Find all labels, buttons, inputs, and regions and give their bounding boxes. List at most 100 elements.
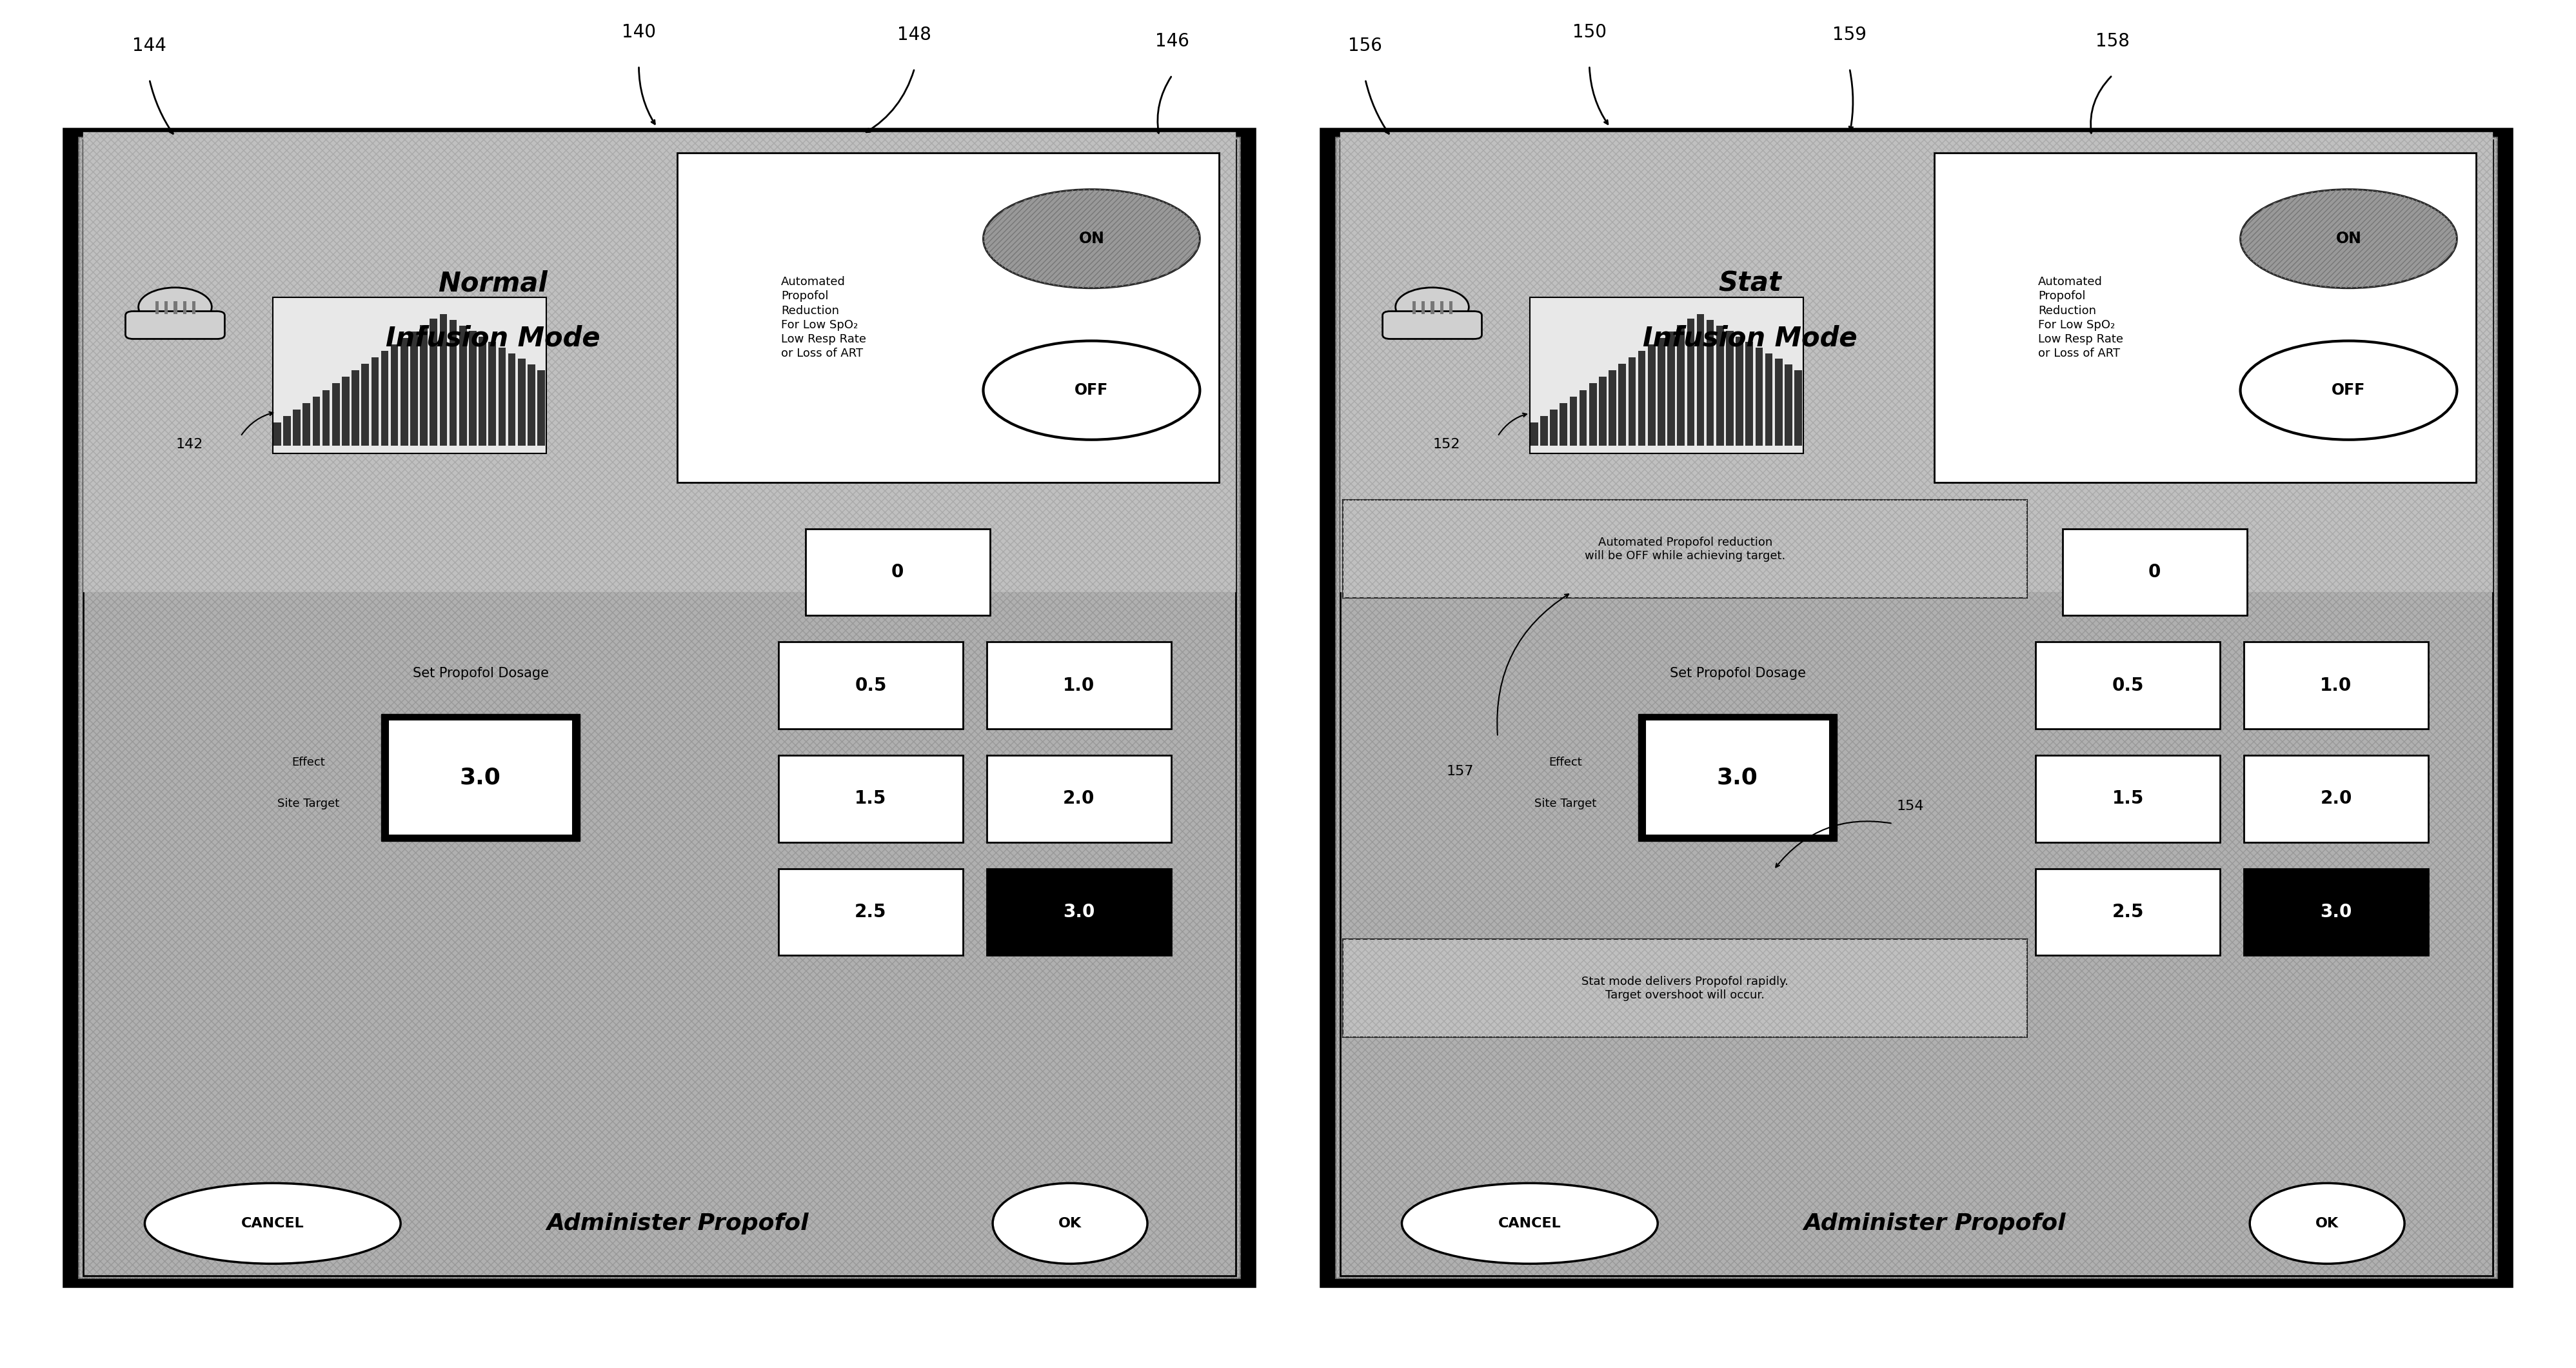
Text: 3.0: 3.0 [1064,903,1095,921]
FancyBboxPatch shape [778,869,963,955]
FancyBboxPatch shape [1775,358,1783,446]
Ellipse shape [992,1183,1146,1264]
Text: 1.0: 1.0 [2321,676,2352,695]
FancyBboxPatch shape [1337,138,2496,1278]
FancyBboxPatch shape [1726,331,1734,446]
Text: OFF: OFF [1074,383,1108,398]
FancyBboxPatch shape [2244,869,2429,955]
Text: 2.0: 2.0 [2321,789,2352,807]
FancyBboxPatch shape [440,315,448,446]
Ellipse shape [144,1183,402,1264]
Text: Administer Propofol: Administer Propofol [1803,1212,2066,1234]
Text: OK: OK [2316,1218,2339,1230]
Text: OK: OK [1059,1218,1082,1230]
Ellipse shape [2241,341,2458,439]
FancyBboxPatch shape [410,331,417,446]
FancyBboxPatch shape [2244,755,2429,843]
FancyBboxPatch shape [2035,642,2221,729]
FancyBboxPatch shape [343,378,350,446]
FancyBboxPatch shape [538,369,546,446]
FancyBboxPatch shape [273,298,546,454]
FancyBboxPatch shape [479,337,487,446]
Ellipse shape [2249,1183,2403,1264]
Text: Effect: Effect [291,757,325,767]
Text: 1.5: 1.5 [2112,789,2143,807]
FancyBboxPatch shape [469,331,477,446]
Text: Automated
Propofol
Reduction
For Low SpO₂
Low Resp Rate
or Loss of ART: Automated Propofol Reduction For Low SpO… [781,276,866,360]
Text: 152: 152 [1432,438,1461,451]
FancyBboxPatch shape [165,301,167,315]
FancyBboxPatch shape [2035,755,2221,843]
FancyBboxPatch shape [1795,369,1803,446]
FancyBboxPatch shape [1342,938,2027,1037]
FancyBboxPatch shape [1610,371,1615,446]
Text: Site Target: Site Target [278,798,340,810]
Text: 157: 157 [1448,765,1473,778]
FancyBboxPatch shape [1628,357,1636,446]
Text: 0: 0 [891,564,904,581]
FancyBboxPatch shape [371,357,379,446]
Circle shape [139,287,211,327]
Text: 1.0: 1.0 [1064,676,1095,695]
Text: Set Propofol Dosage: Set Propofol Dosage [412,666,549,680]
FancyBboxPatch shape [1530,298,1803,454]
Text: 154: 154 [1896,800,1924,813]
FancyBboxPatch shape [459,326,466,446]
FancyBboxPatch shape [381,714,580,841]
FancyBboxPatch shape [1736,337,1744,446]
FancyBboxPatch shape [1618,364,1625,446]
FancyBboxPatch shape [399,338,407,446]
FancyBboxPatch shape [430,319,438,446]
FancyBboxPatch shape [1569,397,1577,446]
Text: 0: 0 [2148,564,2161,581]
FancyBboxPatch shape [283,416,291,446]
FancyBboxPatch shape [2035,869,2221,955]
FancyBboxPatch shape [1383,312,1481,339]
Text: CANCEL: CANCEL [1499,1218,1561,1230]
FancyBboxPatch shape [312,397,319,446]
Text: Stat: Stat [1718,269,1783,297]
FancyBboxPatch shape [448,320,456,446]
FancyBboxPatch shape [1440,301,1443,315]
Text: 3.0: 3.0 [459,766,500,788]
FancyBboxPatch shape [155,301,160,315]
Text: 2.5: 2.5 [2112,903,2143,921]
FancyBboxPatch shape [1656,338,1664,446]
FancyBboxPatch shape [1677,324,1685,446]
FancyBboxPatch shape [1551,409,1558,446]
FancyBboxPatch shape [1530,423,1538,446]
FancyBboxPatch shape [1412,301,1417,315]
Text: OFF: OFF [2331,383,2365,398]
Text: 3.0: 3.0 [2321,903,2352,921]
Text: 150: 150 [1571,23,1607,41]
FancyBboxPatch shape [332,383,340,446]
FancyBboxPatch shape [1687,319,1695,446]
Text: Effect: Effect [1548,757,1582,767]
Text: Infusion Mode: Infusion Mode [386,324,600,352]
FancyBboxPatch shape [353,371,358,446]
FancyBboxPatch shape [677,153,1218,483]
Ellipse shape [2241,189,2458,289]
FancyBboxPatch shape [1450,301,1453,315]
Text: Automated
Propofol
Reduction
For Low SpO₂
Low Resp Rate
or Loss of ART: Automated Propofol Reduction For Low SpO… [2038,276,2123,360]
Ellipse shape [1401,1183,1659,1264]
FancyBboxPatch shape [64,130,1255,1286]
FancyBboxPatch shape [1540,416,1548,446]
FancyBboxPatch shape [987,642,1172,729]
Text: 0.5: 0.5 [2112,676,2143,695]
FancyBboxPatch shape [1785,364,1793,446]
FancyBboxPatch shape [322,390,330,446]
FancyBboxPatch shape [1765,353,1772,446]
Circle shape [1396,287,1468,327]
FancyBboxPatch shape [2063,529,2246,616]
FancyBboxPatch shape [1579,390,1587,446]
FancyBboxPatch shape [778,642,963,729]
FancyBboxPatch shape [1705,320,1713,446]
Text: 2.5: 2.5 [855,903,886,921]
FancyBboxPatch shape [518,358,526,446]
Text: 148: 148 [896,26,933,44]
FancyBboxPatch shape [361,364,368,446]
FancyBboxPatch shape [273,423,281,446]
FancyBboxPatch shape [489,342,497,446]
FancyBboxPatch shape [1561,404,1566,446]
